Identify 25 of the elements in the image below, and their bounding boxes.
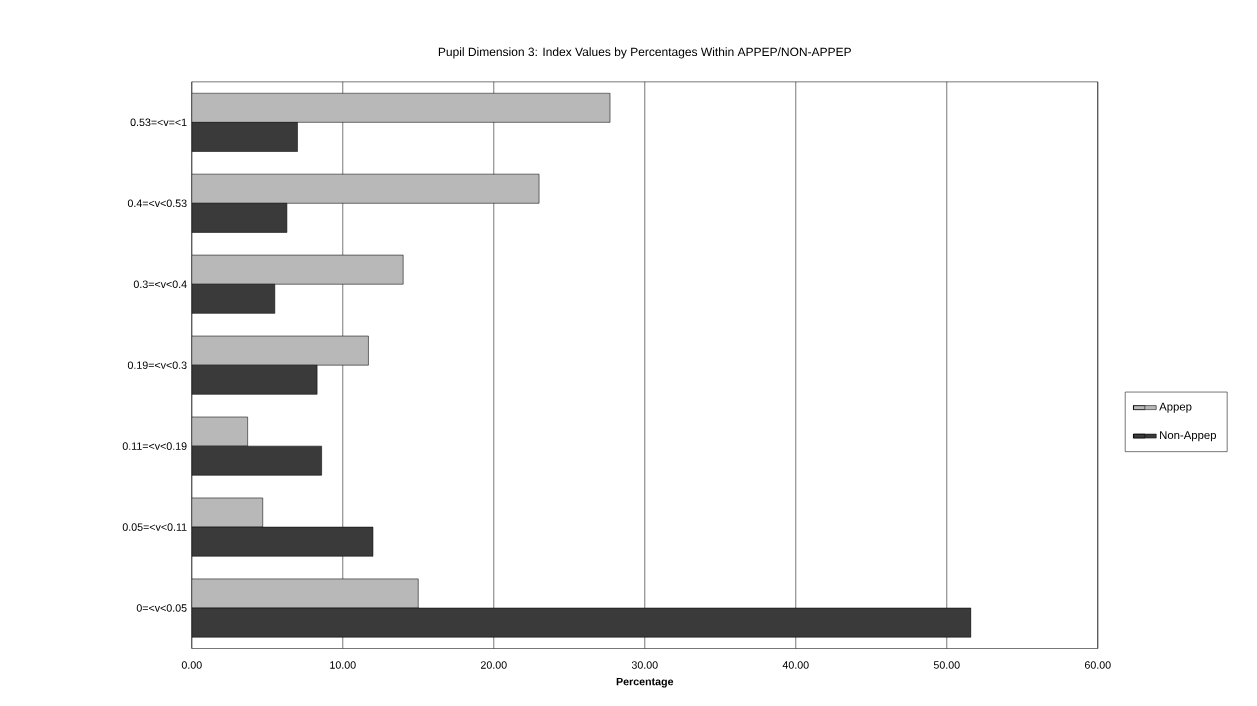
bar [191,173,540,204]
x-tick-label: 40.00 [782,661,809,669]
x-axis-title: Percentage [616,677,674,688]
legend-label: Non-Appep [1160,431,1217,442]
y-tick-label: 0.4=<v<0.53 [127,199,187,208]
bar [191,335,369,366]
y-tick-label: 0.11=<v<0.19 [122,442,187,450]
x-tick-label: 20.00 [480,661,507,669]
x-tick-label: 50.00 [933,661,960,669]
chart-title: Pupil Dimension 3: Index Values by Percentages Within APPEP/NON-APPEP [438,47,851,59]
x-tick-label: 30.00 [631,661,658,669]
x-tick-label: 0.00 [181,661,202,669]
bar [191,92,611,123]
bar [191,416,248,447]
x-tick-label: 60.00 [1084,661,1111,669]
x-tick-label: 10.00 [330,661,356,669]
bar [191,497,264,528]
y-tick-label: 0.05=<v<0.11 [122,523,187,531]
y-tick-label: 0=<v<0.05 [136,604,187,612]
bar [191,254,404,285]
y-tick-label: 0.53=<v=<1 [130,118,187,127]
bar [191,578,419,609]
legend-label: Appep [1159,402,1192,413]
y-tick-label: 0.19=<v<0.3 [127,361,187,369]
y-tick-label: 0.3=<v<0.4 [133,280,187,289]
